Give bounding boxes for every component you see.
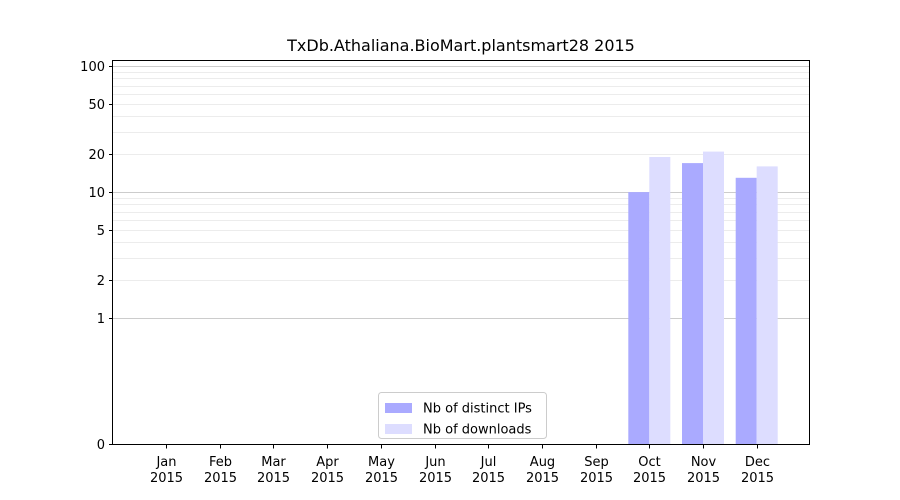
plot-frame (112, 60, 810, 445)
x-tick-label-month: Apr (316, 455, 339, 470)
bar-distinct-ips (628, 192, 650, 444)
x-tick-label-month: Jun (424, 455, 445, 470)
x-tick-label-year: 2015 (687, 471, 720, 486)
bars (628, 151, 778, 445)
bar-downloads (756, 166, 778, 444)
x-tick-label-month: Sep (584, 455, 609, 470)
x-tick-label-month: Dec (745, 455, 770, 470)
grid-lines (113, 66, 809, 319)
x-tick-label-year: 2015 (419, 471, 452, 486)
x-tick-label-month: Feb (209, 455, 232, 470)
y-tick-label: 5 (97, 224, 105, 239)
legend-label-distinct-ips: Nb of distinct IPs (423, 402, 532, 417)
legend-label-downloads: Nb of downloads (423, 423, 532, 438)
x-tick-label-month: Nov (691, 455, 717, 470)
x-tick-label-month: Jul (480, 455, 497, 470)
x-tick-label-month: Mar (261, 455, 286, 470)
y-tick-label: 1 (97, 312, 105, 327)
bar-distinct-ips (735, 177, 757, 445)
y-tick-label: 10 (88, 186, 105, 201)
x-axis: Jan2015Feb2015Mar2015Apr2015May2015Jun20… (150, 444, 774, 486)
x-tick-label-year: 2015 (257, 471, 290, 486)
y-tick-label: 20 (88, 148, 105, 163)
x-tick-label-month: Aug (530, 455, 555, 470)
x-tick-label-year: 2015 (526, 471, 559, 486)
y-axis: 0 1 2 5 10 20 50 100 (80, 60, 113, 453)
y-tick-label: 50 (88, 98, 105, 113)
x-tick-label-year: 2015 (150, 471, 183, 486)
y-tick-label: 100 (80, 60, 105, 75)
y-tick-label: 0 (97, 438, 105, 453)
x-tick-label-year: 2015 (472, 471, 505, 486)
bar-downloads (703, 151, 724, 444)
x-tick-label-month: Jan (155, 455, 176, 470)
legend-swatch-distinct-ips (385, 403, 412, 413)
x-tick-label-month: May (368, 455, 395, 470)
y-tick-label: 2 (97, 274, 105, 289)
x-tick-label-year: 2015 (204, 471, 237, 486)
legend-box (378, 392, 547, 439)
x-tick-label-month: Oct (638, 455, 660, 470)
x-tick-label-year: 2015 (741, 471, 774, 486)
x-tick-label-year: 2015 (580, 471, 613, 486)
chart-title: TxDb.Athaliana.BioMart.plantsmart28 2015 (286, 36, 635, 55)
x-tick-label-year: 2015 (633, 471, 666, 486)
legend-swatch-downloads (385, 424, 412, 434)
legend: Nb of distinct IPs Nb of downloads (378, 392, 547, 439)
bar-downloads (649, 157, 671, 444)
x-tick-label-year: 2015 (365, 471, 398, 486)
x-tick-label-year: 2015 (311, 471, 344, 486)
bar-distinct-ips (682, 163, 703, 444)
